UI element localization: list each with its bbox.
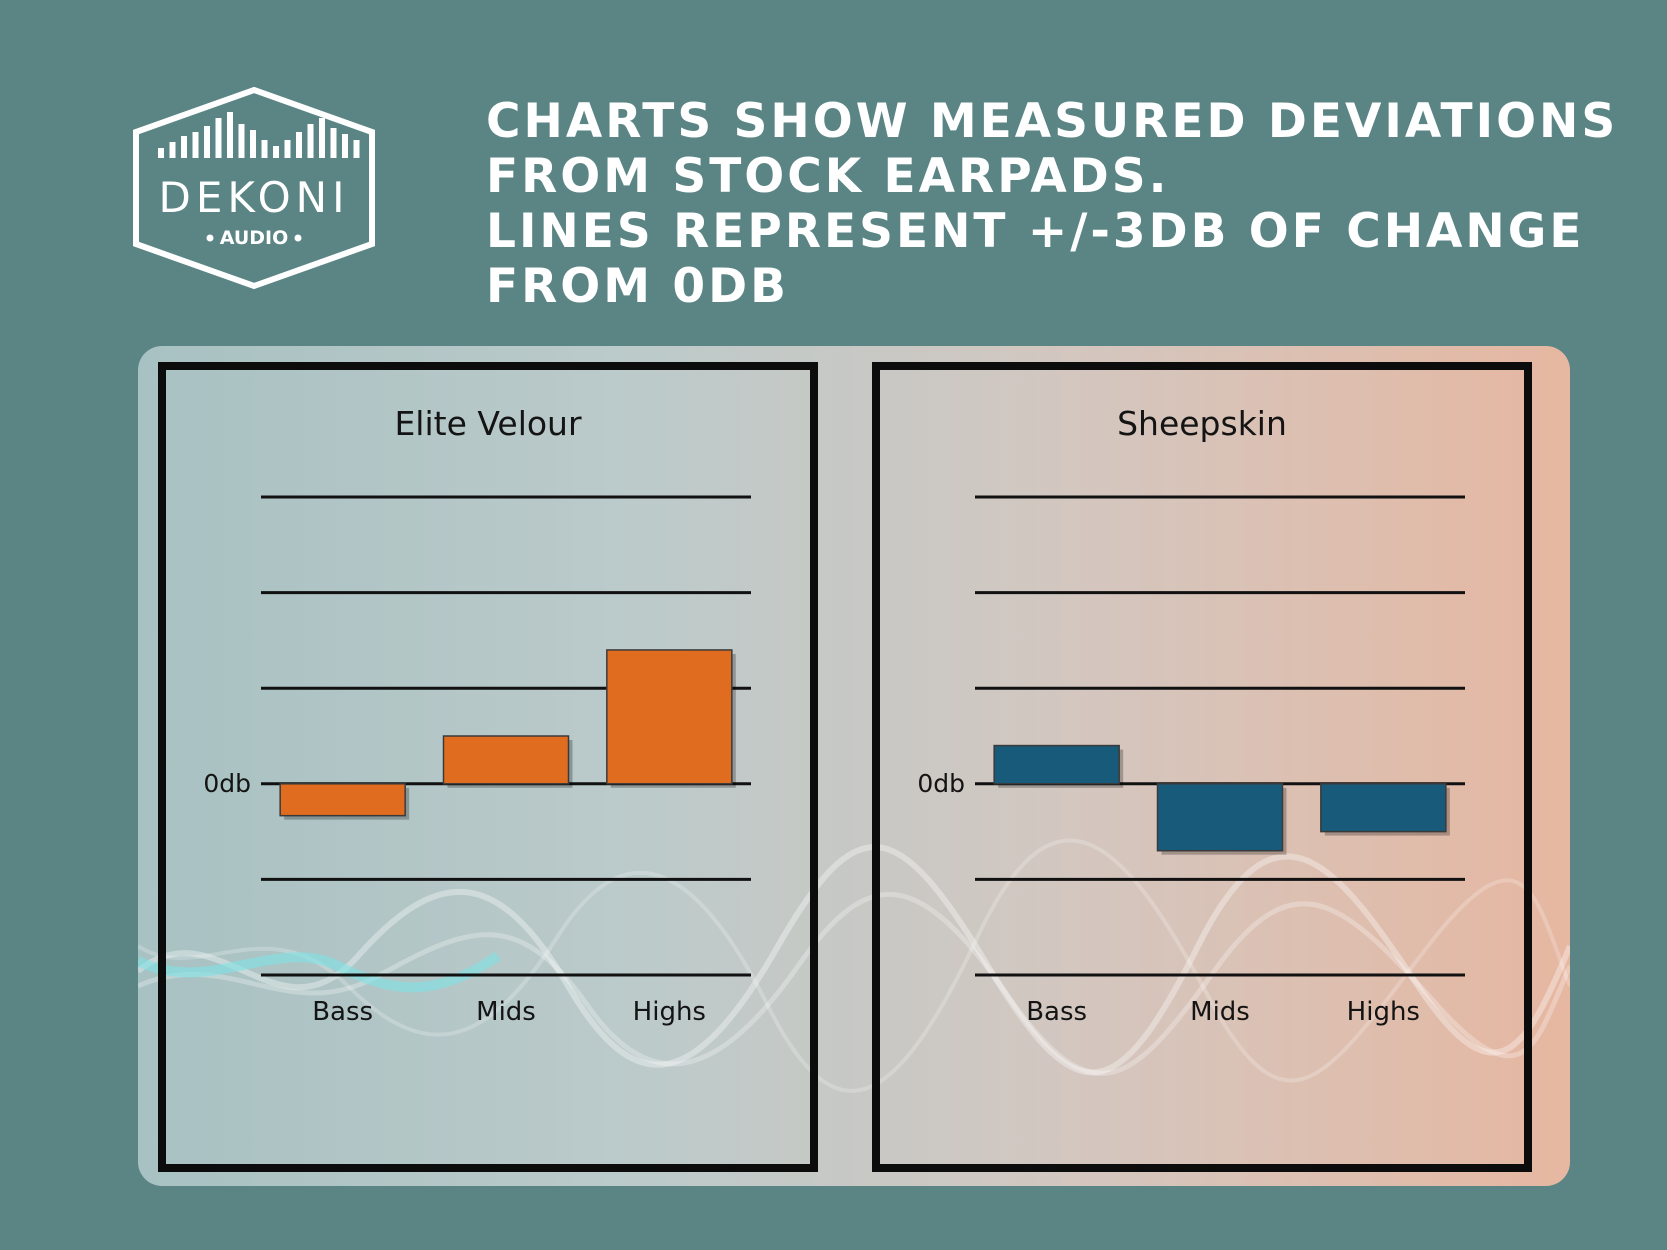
logo-eq-bar <box>307 124 314 158</box>
chart-sheepskin: Sheepskin 0db Bass Mids Highs <box>872 362 1532 1172</box>
logo-eq-bar <box>250 130 256 158</box>
headline-line-3: Lines represent +/-3db of change <box>486 204 1585 259</box>
logo-eq-bar <box>204 126 210 158</box>
logo-eq-bar <box>353 140 360 158</box>
bar-elite-velour-bass <box>279 783 406 817</box>
logo-brand-text: DEKONI <box>159 173 350 222</box>
bar-sheepskin-mids <box>1156 783 1284 852</box>
logo-eq-bar <box>181 136 187 158</box>
logo-eq-bar <box>169 142 176 158</box>
bar-elite-velour-highs <box>606 649 733 785</box>
bar-sheepskin-bass <box>993 744 1120 785</box>
logo-dot-right <box>294 234 302 242</box>
x-tick-label-bass: Bass <box>312 997 373 1027</box>
equalizer-bars-icon <box>158 112 360 158</box>
chart-elite-velour: Elite Velour 0db Bass Mids Highs <box>158 362 818 1172</box>
logo-eq-bar <box>261 140 268 158</box>
logo-eq-bar <box>319 118 325 158</box>
chart-title-elite-velour: Elite Velour <box>394 404 582 443</box>
logo-dot-left <box>206 234 214 242</box>
bar-sheepskin-highs <box>1320 783 1447 833</box>
x-tick-label-mids: Mids <box>1190 997 1250 1027</box>
headline-line-1: Charts show measured deviations <box>486 94 1619 149</box>
logo-eq-bar <box>273 146 279 158</box>
logo-eq-bar <box>342 134 348 158</box>
x-tick-label-mids: Mids <box>476 997 536 1027</box>
logo-eq-bar <box>284 140 291 158</box>
bar-elite-velour-mids <box>442 735 570 785</box>
dekoni-logo: DEKONI AUDIO <box>128 86 380 290</box>
chart-panel: Elite Velour 0db Bass Mids Highs Sheepskin … <box>138 346 1570 1186</box>
x-tick-label-bass: Bass <box>1026 997 1087 1027</box>
chart-elite-velour-plot: 0db Bass Mids Highs <box>203 495 751 1027</box>
x-tick-label-highs: Highs <box>633 997 706 1027</box>
headline-line-4: from 0db <box>486 259 789 314</box>
logo-eq-bar <box>296 132 302 158</box>
logo-eq-bar <box>158 148 164 158</box>
x-tick-label-highs: Highs <box>1347 997 1420 1027</box>
zero-label-sheepskin: 0db <box>917 769 965 798</box>
zero-label-elite-velour: 0db <box>203 769 251 798</box>
headline: Charts show measured deviations from sto… <box>486 94 1619 314</box>
logo-eq-bar <box>238 124 245 158</box>
chart-sheepskin-plot: 0db Bass Mids Highs <box>917 495 1465 1027</box>
logo-sub-text: AUDIO <box>220 227 289 249</box>
sound-wave-decoration <box>138 838 1570 1093</box>
headline-line-2: from stock earpads. <box>486 149 1170 204</box>
logo-badge: DEKONI AUDIO <box>133 86 375 290</box>
logo-eq-bar <box>215 118 222 158</box>
logo-eq-bar <box>330 128 337 158</box>
logo-eq-bar <box>227 112 233 158</box>
logo-eq-bar <box>192 132 199 158</box>
chart-title-sheepskin: Sheepskin <box>1117 404 1287 443</box>
